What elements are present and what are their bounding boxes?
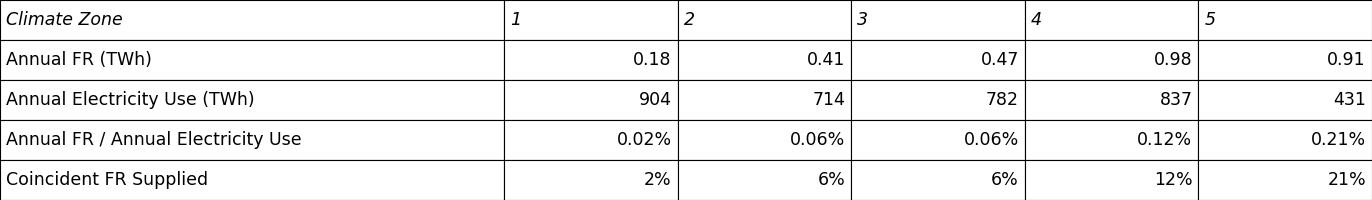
Bar bbox=[1025, 80, 1199, 120]
Text: 837: 837 bbox=[1159, 91, 1192, 109]
Bar bbox=[1025, 40, 1199, 80]
Bar bbox=[0, 40, 505, 80]
Bar bbox=[678, 40, 852, 80]
Bar bbox=[1199, 160, 1372, 200]
Text: 12%: 12% bbox=[1154, 171, 1192, 189]
Bar bbox=[1199, 80, 1372, 120]
Bar bbox=[678, 120, 852, 160]
Bar bbox=[1199, 120, 1372, 160]
Text: 0.18: 0.18 bbox=[634, 51, 672, 69]
Bar bbox=[678, 80, 852, 120]
Text: 431: 431 bbox=[1334, 91, 1367, 109]
Bar bbox=[1025, 120, 1199, 160]
Text: 5: 5 bbox=[1205, 11, 1216, 29]
Bar bbox=[505, 40, 678, 80]
Text: Annual FR / Annual Electricity Use: Annual FR / Annual Electricity Use bbox=[5, 131, 302, 149]
Text: 0.02%: 0.02% bbox=[616, 131, 672, 149]
Text: 6%: 6% bbox=[991, 171, 1019, 189]
Text: 0.21%: 0.21% bbox=[1310, 131, 1367, 149]
Text: 0.06%: 0.06% bbox=[963, 131, 1019, 149]
Bar bbox=[505, 160, 678, 200]
Text: 2%: 2% bbox=[645, 171, 672, 189]
Text: Climate Zone: Climate Zone bbox=[5, 11, 122, 29]
Text: 3: 3 bbox=[858, 11, 868, 29]
Bar bbox=[0, 120, 505, 160]
Bar bbox=[852, 160, 1025, 200]
Text: 4: 4 bbox=[1030, 11, 1041, 29]
Text: 0.06%: 0.06% bbox=[790, 131, 845, 149]
Text: 0.91: 0.91 bbox=[1327, 51, 1367, 69]
Text: 1: 1 bbox=[510, 11, 521, 29]
Bar bbox=[852, 120, 1025, 160]
Text: 0.41: 0.41 bbox=[807, 51, 845, 69]
Bar bbox=[505, 0, 678, 40]
Text: Coincident FR Supplied: Coincident FR Supplied bbox=[5, 171, 209, 189]
Text: 2: 2 bbox=[683, 11, 694, 29]
Bar bbox=[0, 0, 505, 40]
Bar bbox=[678, 160, 852, 200]
Bar bbox=[505, 120, 678, 160]
Bar bbox=[852, 80, 1025, 120]
Bar bbox=[505, 80, 678, 120]
Text: 0.12%: 0.12% bbox=[1137, 131, 1192, 149]
Text: 782: 782 bbox=[986, 91, 1019, 109]
Bar bbox=[1199, 40, 1372, 80]
Text: 0.47: 0.47 bbox=[981, 51, 1019, 69]
Bar bbox=[852, 0, 1025, 40]
Text: 904: 904 bbox=[639, 91, 672, 109]
Text: Annual Electricity Use (TWh): Annual Electricity Use (TWh) bbox=[5, 91, 255, 109]
Text: 6%: 6% bbox=[818, 171, 845, 189]
Text: Annual FR (TWh): Annual FR (TWh) bbox=[5, 51, 152, 69]
Bar bbox=[0, 80, 505, 120]
Text: 0.98: 0.98 bbox=[1154, 51, 1192, 69]
Text: 21%: 21% bbox=[1327, 171, 1367, 189]
Bar bbox=[852, 40, 1025, 80]
Bar bbox=[1199, 0, 1372, 40]
Bar bbox=[678, 0, 852, 40]
Text: 714: 714 bbox=[812, 91, 845, 109]
Bar bbox=[1025, 0, 1199, 40]
Bar bbox=[1025, 160, 1199, 200]
Bar bbox=[0, 160, 505, 200]
